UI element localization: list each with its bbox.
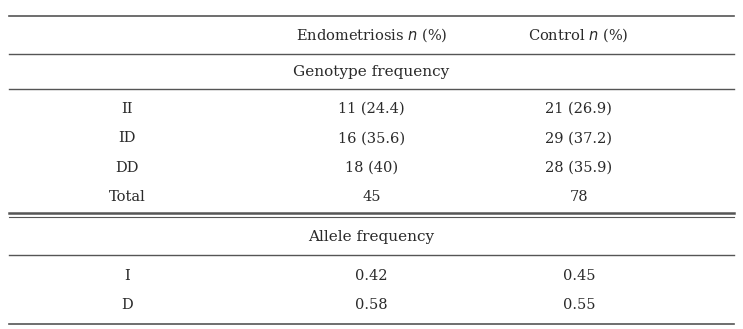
Text: 16 (35.6): 16 (35.6) xyxy=(338,131,405,145)
Text: I: I xyxy=(124,269,130,283)
Text: Genotype frequency: Genotype frequency xyxy=(293,64,450,79)
Text: 78: 78 xyxy=(569,190,588,204)
Text: DD: DD xyxy=(115,161,139,175)
Text: 11 (24.4): 11 (24.4) xyxy=(338,102,405,116)
Text: 0.58: 0.58 xyxy=(355,298,388,313)
Text: 45: 45 xyxy=(363,190,380,204)
Text: 21 (26.9): 21 (26.9) xyxy=(545,102,612,116)
Text: II: II xyxy=(121,102,133,116)
Text: Control $\it{n}$ (%): Control $\it{n}$ (%) xyxy=(528,27,629,44)
Text: 0.45: 0.45 xyxy=(562,269,595,283)
Text: D: D xyxy=(121,298,133,313)
Text: Allele frequency: Allele frequency xyxy=(308,230,435,244)
Text: 0.55: 0.55 xyxy=(562,298,595,313)
Text: 0.42: 0.42 xyxy=(355,269,388,283)
Text: ID: ID xyxy=(118,131,136,145)
Text: Endometriosis $\it{n}$ (%): Endometriosis $\it{n}$ (%) xyxy=(296,27,447,44)
Text: 18 (40): 18 (40) xyxy=(345,161,398,175)
Text: 29 (37.2): 29 (37.2) xyxy=(545,131,612,145)
Text: 28 (35.9): 28 (35.9) xyxy=(545,161,612,175)
Text: Total: Total xyxy=(109,190,146,204)
